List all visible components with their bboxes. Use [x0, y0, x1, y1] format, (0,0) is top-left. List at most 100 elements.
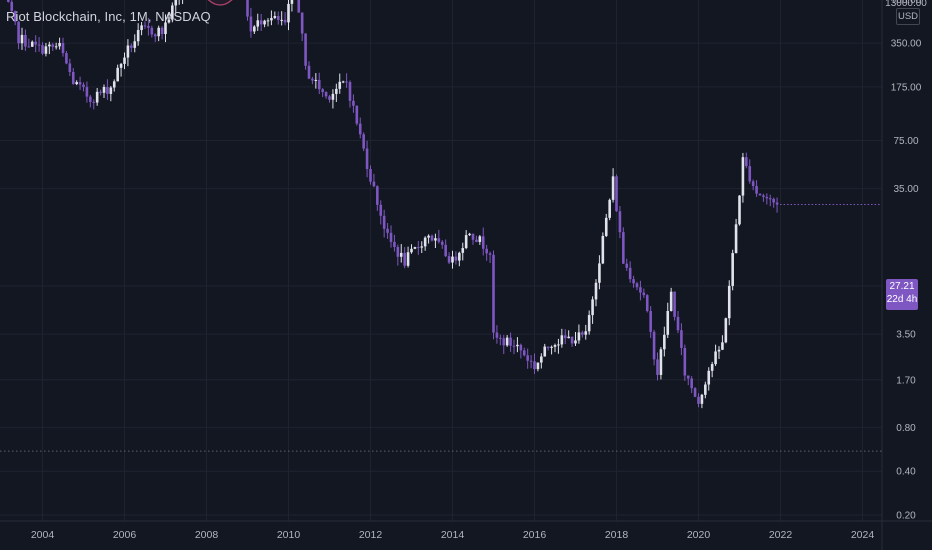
candle-body: [755, 185, 758, 194]
candle-body: [577, 332, 581, 341]
candle-body: [560, 335, 564, 345]
candle-body: [403, 252, 406, 266]
candle-body: [632, 279, 635, 284]
candle-body: [546, 346, 550, 348]
candle-body: [707, 370, 711, 385]
candle-body: [256, 20, 260, 27]
candle-body: [123, 57, 126, 64]
candle-body: [413, 247, 417, 249]
candle-body: [642, 292, 646, 296]
candle-body: [574, 340, 577, 344]
price-axis[interactable]: 6000.002800.001400.00700.00350.00175.007…: [881, 0, 927, 550]
candle-body: [290, 0, 294, 4]
candle-body: [758, 193, 762, 196]
candle-body: [348, 82, 352, 101]
candle-body: [656, 359, 659, 375]
y-tick-label: 75.00: [893, 136, 918, 147]
candle-body: [112, 81, 116, 88]
x-tick-label: 2020: [687, 529, 711, 541]
x-tick-label: 2004: [31, 529, 55, 541]
candle-body: [563, 335, 567, 339]
candle-body: [581, 332, 584, 335]
candle-body: [475, 239, 478, 242]
candle-body: [48, 44, 51, 47]
candle-body: [37, 44, 41, 46]
candle-body: [160, 27, 164, 35]
candle-body: [461, 248, 465, 253]
candle-body: [686, 375, 690, 379]
candle-body: [150, 27, 154, 35]
candle-body: [78, 82, 82, 85]
candle-body: [751, 181, 755, 186]
highlight-ellipse[interactable]: [189, 0, 251, 6]
candle-body: [673, 291, 676, 317]
candle-body: [649, 310, 652, 332]
candle-body: [95, 91, 99, 103]
candle-body: [65, 53, 68, 64]
candle-body: [406, 252, 410, 266]
candle-body: [297, 0, 301, 13]
candle-body: [512, 345, 516, 347]
candle-body: [376, 186, 379, 205]
candle-body: [54, 46, 58, 48]
candle-body: [355, 105, 359, 124]
candle-body: [140, 25, 143, 31]
candle-body: [75, 82, 78, 85]
candle-body: [249, 16, 253, 32]
candle-body: [635, 283, 639, 288]
candle-body: [584, 331, 588, 335]
candle-body: [116, 67, 119, 82]
candle-body: [253, 26, 256, 32]
candle-body: [741, 157, 745, 196]
candle-body: [365, 148, 369, 170]
time-axis[interactable]: 2004 2006 2008 2010 2012 2014 2016 2018 2020 2022…: [0, 520, 932, 541]
candle-body: [287, 3, 290, 23]
candle-body: [734, 224, 738, 254]
candle-body: [174, 0, 178, 6]
candle-body: [61, 42, 65, 54]
y-tick-label: 700.00: [891, 0, 922, 6]
candle-body: [727, 285, 731, 319]
candle-body: [639, 287, 642, 293]
candle-body: [522, 350, 526, 356]
candle-body: [659, 349, 663, 375]
candle-body: [765, 196, 769, 199]
candle-body: [102, 86, 106, 93]
candle-body: [17, 21, 20, 44]
candle-body: [717, 349, 721, 352]
candle-body: [625, 263, 629, 268]
y-tick-label-top: 13000.00: [885, 0, 927, 9]
candle-body: [550, 346, 553, 348]
currency-button[interactable]: USD: [896, 8, 920, 25]
candle-body: [167, 19, 171, 23]
grid-lines: [0, 0, 882, 521]
bar-countdown: 22d 4h: [886, 294, 918, 305]
candle-body: [745, 157, 748, 167]
y-tick-label: 350.00: [891, 39, 922, 50]
candle-body: [164, 22, 167, 35]
candle-body: [423, 237, 427, 247]
candle-body: [321, 89, 324, 93]
candle-body: [485, 248, 488, 254]
chart-title: Riot Blockchain, Inc, 1M, NASDAQ: [6, 9, 211, 24]
candle-body: [502, 338, 506, 346]
candle-body: [410, 248, 413, 253]
candle-body: [663, 334, 666, 350]
candle-body: [481, 236, 485, 249]
candle-body: [273, 16, 277, 19]
candle-body: [434, 238, 437, 241]
candle-body: [30, 41, 34, 47]
candle-body: [331, 93, 335, 100]
candle-body: [147, 25, 150, 28]
candle-body: [557, 344, 560, 346]
candle-body: [157, 27, 160, 37]
candle-body: [341, 81, 345, 83]
candle-body: [246, 0, 249, 17]
candle-body: [399, 252, 403, 257]
candle-body: [317, 79, 321, 90]
candle-body: [615, 176, 618, 212]
annotations: [189, 0, 251, 6]
candle-body: [669, 291, 673, 311]
candle-body: [345, 81, 348, 83]
